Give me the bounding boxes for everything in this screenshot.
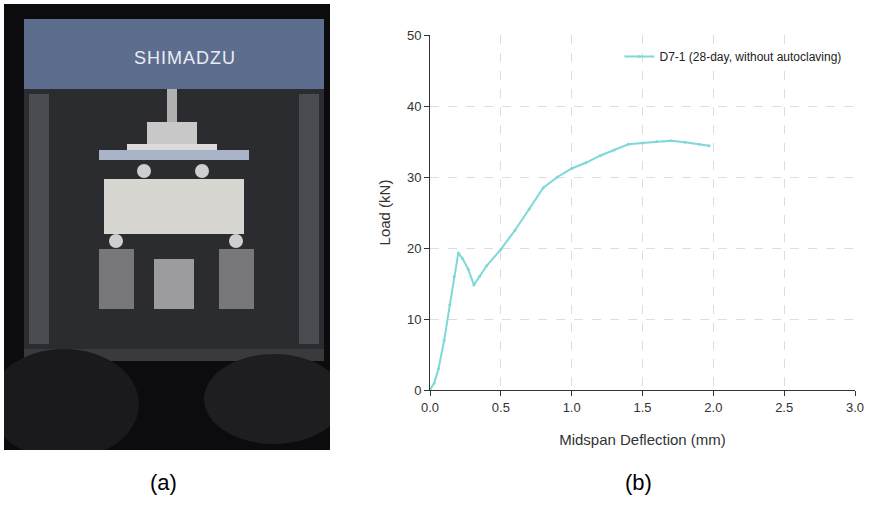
svg-text:40: 40 <box>407 99 421 114</box>
svg-text:20: 20 <box>407 241 421 256</box>
svg-text:SHIMADZU: SHIMADZU <box>134 48 236 68</box>
svg-text:0.5: 0.5 <box>492 400 510 415</box>
svg-text:2.0: 2.0 <box>704 400 722 415</box>
svg-text:2.5: 2.5 <box>775 400 793 415</box>
svg-text:1.0: 1.0 <box>563 400 581 415</box>
svg-text:10: 10 <box>407 312 421 327</box>
svg-text:Midspan Deflection (mm): Midspan Deflection (mm) <box>559 431 726 448</box>
svg-text:0: 0 <box>414 383 421 398</box>
svg-text:D7-1 (28-day, without autoclav: D7-1 (28-day, without autoclaving) <box>660 50 842 64</box>
svg-text:Load (kN): Load (kN) <box>376 180 393 246</box>
svg-text:0.0: 0.0 <box>421 400 439 415</box>
svg-text:1.5: 1.5 <box>633 400 651 415</box>
html-text:(a): (a) <box>150 470 177 495</box>
svg-text:50: 50 <box>407 28 421 43</box>
svg-text:3.0: 3.0 <box>846 400 864 415</box>
html-text:(b): (b) <box>625 470 652 495</box>
svg-text:30: 30 <box>407 170 421 185</box>
